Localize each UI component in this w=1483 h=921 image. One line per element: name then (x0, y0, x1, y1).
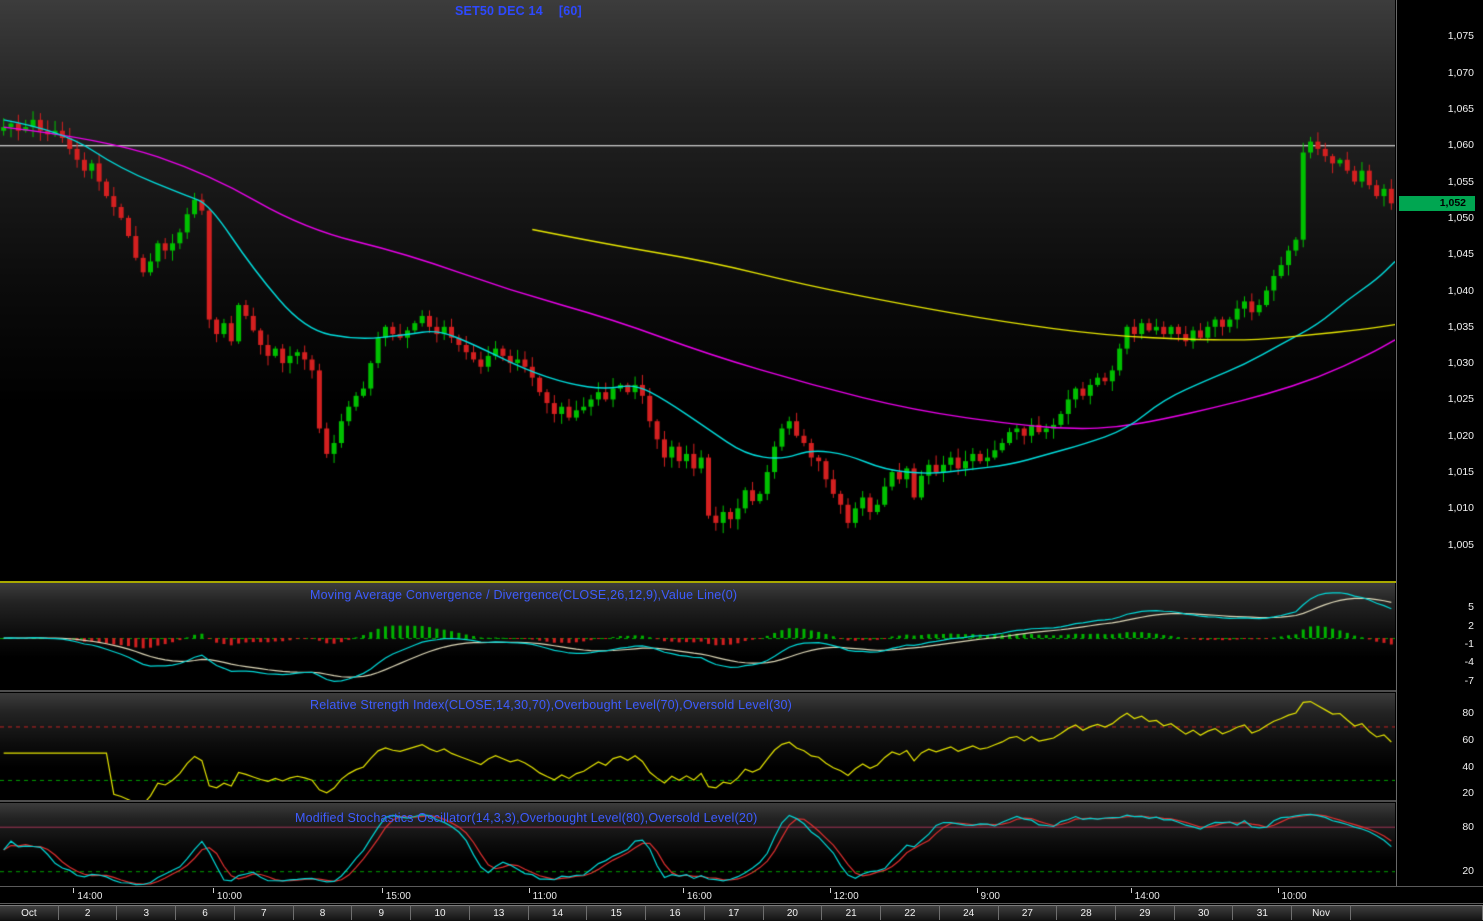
date-cell[interactable]: 6 (176, 905, 235, 920)
macd-title: Moving Average Convergence / Divergence(… (310, 588, 738, 602)
date-cell[interactable]: 10 (411, 905, 470, 920)
date-cell[interactable]: 3 (117, 905, 177, 920)
rsi-title: Relative Strength Index(CLOSE,14,30,70),… (310, 698, 793, 712)
time-tick (1130, 888, 1132, 893)
date-cell[interactable]: 22 (881, 905, 940, 920)
price-axis-label: 1,005 (1447, 538, 1474, 551)
price-axis-label: 1,025 (1447, 393, 1474, 406)
price-axis-label: 1,015 (1447, 466, 1474, 479)
price-axis-label: 1,030 (1447, 357, 1474, 370)
price-axis-label: 1,055 (1447, 175, 1474, 188)
rsi-panel (0, 693, 1395, 800)
rsi-axis-label: 80 (1462, 707, 1474, 720)
price-axis-label: 1,065 (1447, 102, 1474, 115)
macd-axis-label: -1 (1464, 638, 1474, 651)
time-label: 9:00 (980, 891, 1000, 902)
time-tick (976, 888, 978, 893)
chart-symbol-title: SET50 DEC 14 (455, 4, 543, 18)
macd-axis-label: 2 (1468, 619, 1474, 632)
date-cell[interactable]: 14 (528, 905, 588, 920)
price-axis-label: 1,010 (1447, 502, 1474, 515)
stoch-axis-label: 80 (1462, 820, 1474, 833)
price-axis-label: 1,050 (1447, 211, 1474, 224)
date-cell[interactable]: 29 (1116, 905, 1175, 920)
price-axis-label: 1,035 (1447, 320, 1474, 333)
date-cell[interactable]: Oct (0, 905, 59, 920)
time-tick (528, 888, 530, 893)
date-cell[interactable]: 7 (234, 905, 294, 920)
time-tick (73, 888, 75, 893)
date-cell[interactable]: Nov (1292, 905, 1351, 920)
date-cell[interactable]: 20 (763, 905, 823, 920)
date-cell[interactable]: 27 (998, 905, 1058, 920)
price-axis-label: 1,070 (1447, 66, 1474, 79)
stochastics-canvas[interactable] (0, 803, 1395, 886)
stochastics-title: Modified Stochastics Oscillator(14,3,3),… (295, 811, 758, 825)
time-label: 14:00 (1134, 891, 1160, 902)
date-cell[interactable]: 28 (1057, 905, 1116, 920)
date-cell[interactable]: 13 (469, 905, 529, 920)
rsi-axis-label: 40 (1462, 760, 1474, 773)
date-cell[interactable]: 9 (352, 905, 412, 920)
time-tick (381, 888, 383, 893)
time-label: 14:00 (77, 891, 103, 902)
macd-axis-label: 5 (1468, 601, 1474, 614)
date-cell[interactable]: 16 (646, 905, 705, 920)
price-axis-label: 1,045 (1447, 248, 1474, 261)
time-label: 16:00 (686, 891, 712, 902)
price-axis-label: 1,040 (1447, 284, 1474, 297)
time-label: 15:00 (385, 891, 411, 902)
panel-divider-yellow (0, 581, 1483, 583)
price-axis-label: 1,060 (1447, 139, 1474, 152)
time-label: 12:00 (833, 891, 859, 902)
chart-header: SET50 DEC 14 [60] (455, 4, 582, 18)
date-axis[interactable]: Oct 2 3 6 7 8 9 10 13 14 15 16 17 20 21 22 24 27 28 29 30 31 N… (0, 905, 1483, 921)
time-tick (212, 888, 214, 893)
date-cell[interactable]: 31 (1233, 905, 1293, 920)
chart-interval-label: [60] (558, 4, 582, 18)
time-tick (1277, 888, 1279, 893)
time-label: 10:00 (216, 891, 242, 902)
rsi-axis-label: 60 (1462, 733, 1474, 746)
date-cell[interactable]: 17 (704, 905, 764, 920)
rsi-canvas[interactable] (0, 693, 1395, 800)
rsi-axis-label: 20 (1462, 787, 1474, 800)
panel-divider (0, 690, 1483, 692)
last-price-tag: 1,052 (1399, 196, 1475, 212)
date-cell[interactable]: 30 (1174, 905, 1234, 920)
time-axis[interactable]: 14:00 10:00 15:00 11:00 16:00 12:00 9:00 14:00 1… (0, 886, 1483, 904)
date-cell[interactable]: 8 (293, 905, 353, 920)
time-label: 10:00 (1281, 891, 1307, 902)
stochastics-panel (0, 803, 1395, 886)
stoch-axis-label: 20 (1462, 865, 1474, 878)
price-axis-label: 1,075 (1447, 30, 1474, 43)
macd-canvas[interactable] (0, 583, 1395, 690)
main-price-panel (0, 0, 1395, 581)
price-axis[interactable]: 1,075 1,070 1,065 1,060 1,055 1,050 1,045 1,040… (1396, 0, 1483, 886)
price-chart-canvas[interactable] (0, 0, 1395, 581)
macd-axis-label: -4 (1464, 656, 1474, 669)
date-cell[interactable]: 21 (822, 905, 882, 920)
date-cell[interactable]: 24 (939, 905, 999, 920)
date-cell (1350, 905, 1483, 920)
time-tick (829, 888, 831, 893)
macd-axis-label: -7 (1464, 674, 1474, 687)
time-label: 11:00 (532, 891, 557, 902)
macd-panel (0, 583, 1395, 690)
date-cell[interactable]: 2 (58, 905, 118, 920)
panel-divider (0, 800, 1483, 802)
price-axis-label: 1,020 (1447, 429, 1474, 442)
time-tick (682, 888, 684, 893)
date-cell[interactable]: 15 (587, 905, 647, 920)
